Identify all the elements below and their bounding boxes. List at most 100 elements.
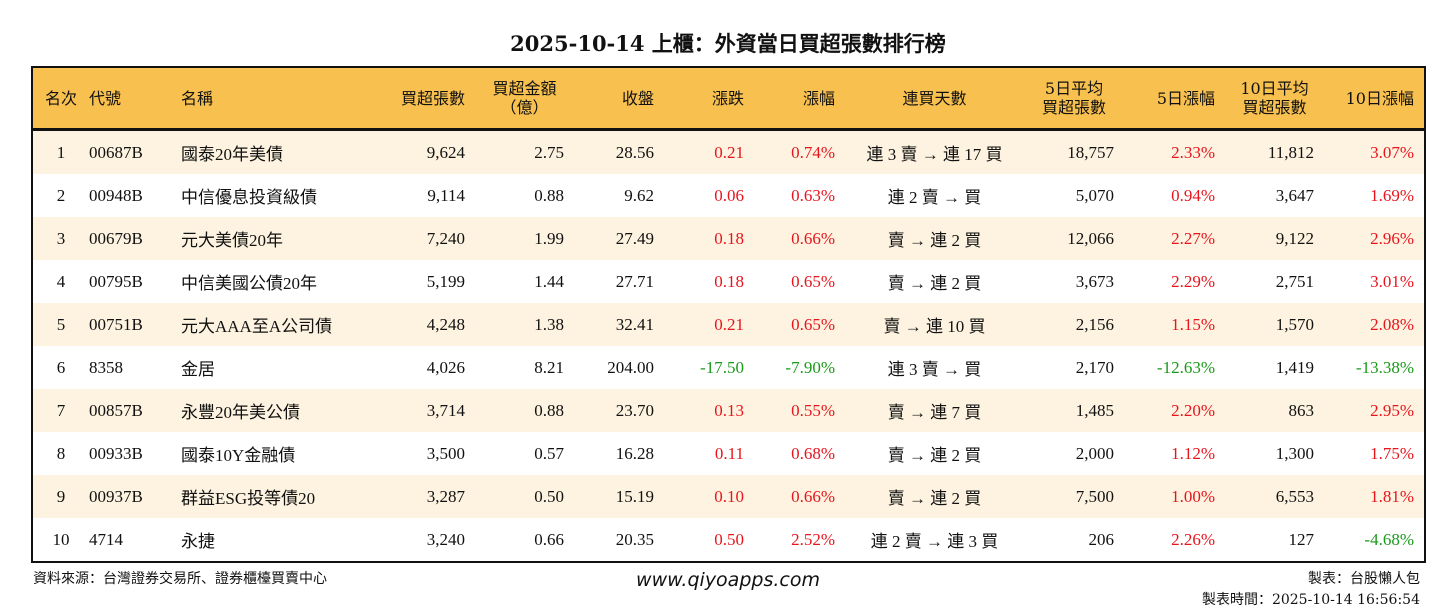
cell-avg5-lots: 1,485 xyxy=(1024,389,1124,432)
cell-change: 0.11 xyxy=(714,443,744,463)
cell-pct10: 1.69% xyxy=(1370,185,1414,205)
cell-rank: 2 xyxy=(56,185,66,205)
cell-code: 4714 xyxy=(89,529,123,549)
cell-code: 00679B xyxy=(89,217,181,260)
header-pct5: 5日漲幅 xyxy=(1124,67,1225,131)
cell-avg10-lots: 1,570 xyxy=(1225,303,1324,346)
cell-code: 00937B xyxy=(89,475,181,518)
cell-close: 32.41 xyxy=(574,303,664,346)
cell-net-buy-amount: 8.21 xyxy=(534,357,564,377)
cell-net-buy-lots: 3,714 xyxy=(381,389,475,432)
maker-credit: 製表：台股懶人包 xyxy=(1308,571,1420,587)
cell-change: 0.21 xyxy=(664,303,754,346)
cell-streak: 連 3 賣 → 買 xyxy=(887,360,982,379)
header-change: 漲跌 xyxy=(664,67,754,131)
cell-pct5: 1.12% xyxy=(1171,443,1215,463)
header-close: 收盤 xyxy=(574,67,664,131)
cell-close: 20.35 xyxy=(615,529,654,549)
cell-streak: 賣 → 連 2 買 xyxy=(845,475,1024,518)
cell-avg10-lots: 11,812 xyxy=(1225,129,1324,174)
header-avg10-lots: 10日平均 買超張數 xyxy=(1225,67,1324,131)
cell-avg5-lots: 2,000 xyxy=(1075,443,1114,463)
cell-code: 00857B xyxy=(89,389,181,432)
cell-streak: 連 2 賣 → 買 xyxy=(887,188,982,207)
cell-net-buy-lots: 3,500 xyxy=(426,443,465,463)
cell-name: 永捷 xyxy=(181,532,215,551)
header-rank: 名次 xyxy=(32,67,89,131)
cell-net-buy-amount: 0.50 xyxy=(475,475,574,518)
cell-net-buy-lots: 4,248 xyxy=(381,303,475,346)
cell-net-buy-amount: 1.99 xyxy=(475,217,574,260)
cell-avg5-lots: 5,070 xyxy=(1075,185,1114,205)
cell-close: 204.00 xyxy=(607,357,654,377)
cell-change: 0.18 xyxy=(714,271,744,291)
header-net-buy-amount: 買超金額 （億） xyxy=(475,67,574,131)
cell-change-pct: 2.52% xyxy=(791,529,835,549)
cell-pct5: 0.94% xyxy=(1171,185,1215,205)
header-net-buy-lots: 買超張數 xyxy=(381,67,475,131)
cell-close: 9.62 xyxy=(624,185,654,205)
cell-pct10: -13.38% xyxy=(1355,357,1414,377)
cell-change-pct: 0.63% xyxy=(791,185,835,205)
cell-pct10: 1.75% xyxy=(1370,443,1414,463)
cell-pct5: 2.33% xyxy=(1124,129,1225,174)
cell-avg10-lots: 3,647 xyxy=(1275,185,1314,205)
cell-name: 元大美債20年 xyxy=(181,217,381,260)
header-name: 名稱 xyxy=(181,67,381,131)
cell-rank: 4 xyxy=(56,271,66,291)
cell-avg5-lots: 3,673 xyxy=(1075,271,1114,291)
cell-rank: 6 xyxy=(56,357,66,377)
table-row: 9 00937B 群益ESG投等債20 3,287 0.50 15.19 0.10 0.66%… xyxy=(32,475,1425,518)
cell-change: 0.13 xyxy=(664,389,754,432)
cell-avg10-lots: 1,300 xyxy=(1275,443,1314,463)
cell-avg10-lots: 1,419 xyxy=(1275,357,1314,377)
cell-change-pct: 0.66% xyxy=(754,217,845,260)
cell-rank: 8 xyxy=(56,443,66,463)
header-streak: 連買天數 xyxy=(845,67,1024,131)
header-code: 代號 xyxy=(89,67,181,131)
cell-pct10: 2.96% xyxy=(1324,217,1425,260)
cell-avg5-lots: 7,500 xyxy=(1024,475,1124,518)
cell-change-pct: 0.68% xyxy=(791,443,835,463)
cell-name: 國泰10Y金融債 xyxy=(181,446,296,465)
cell-change: 0.18 xyxy=(664,217,754,260)
cell-name: 國泰20年美債 xyxy=(181,129,381,174)
cell-net-buy-lots: 3,287 xyxy=(381,475,475,518)
cell-change: -17.50 xyxy=(700,357,744,377)
cell-name: 中信美國公債20年 xyxy=(181,274,317,293)
cell-pct10: 2.95% xyxy=(1324,389,1425,432)
cell-streak: 賣 → 連 10 買 xyxy=(845,303,1024,346)
cell-pct5: 2.27% xyxy=(1124,217,1225,260)
cell-avg5-lots: 18,757 xyxy=(1024,129,1124,174)
cell-pct5: 2.29% xyxy=(1171,271,1215,291)
cell-change: 0.21 xyxy=(664,129,754,174)
cell-net-buy-amount: 0.57 xyxy=(534,443,564,463)
cell-change: 0.50 xyxy=(714,529,744,549)
website-link[interactable]: www.qiyoapps.com xyxy=(636,569,820,591)
cell-close: 23.70 xyxy=(574,389,664,432)
cell-net-buy-amount: 1.38 xyxy=(475,303,574,346)
cell-pct5: 1.15% xyxy=(1124,303,1225,346)
cell-pct10: -4.68% xyxy=(1364,529,1414,549)
cell-change-pct: 0.55% xyxy=(754,389,845,432)
cell-streak: 連 3 賣 → 連 17 買 xyxy=(845,129,1024,174)
cell-change-pct: 0.74% xyxy=(754,129,845,174)
cell-streak: 賣 → 連 2 買 xyxy=(845,217,1024,260)
cell-change-pct: 0.65% xyxy=(754,303,845,346)
cell-streak: 連 2 賣 → 連 3 買 xyxy=(870,532,999,551)
cell-streak: 賣 → 連 2 買 xyxy=(887,446,982,465)
data-source: 資料來源：台灣證券交易所、證券櫃檯買賣中心 xyxy=(33,571,327,587)
cell-net-buy-amount: 1.44 xyxy=(534,271,564,291)
cell-change-pct: -7.90% xyxy=(785,357,835,377)
cell-code: 00795B xyxy=(89,271,143,291)
cell-avg10-lots: 2,751 xyxy=(1275,271,1314,291)
cell-rank: 10 xyxy=(52,529,70,549)
cell-avg5-lots: 12,066 xyxy=(1024,217,1124,260)
cell-pct5: 1.00% xyxy=(1124,475,1225,518)
cell-code: 00933B xyxy=(89,443,143,463)
page-title: 2025-10-14 上櫃：外資當日買超張數排行榜 xyxy=(510,31,946,56)
cell-rank: 5 xyxy=(32,303,89,346)
cell-close: 15.19 xyxy=(574,475,664,518)
cell-pct10: 3.01% xyxy=(1370,271,1414,291)
cell-net-buy-lots: 5,199 xyxy=(426,271,465,291)
